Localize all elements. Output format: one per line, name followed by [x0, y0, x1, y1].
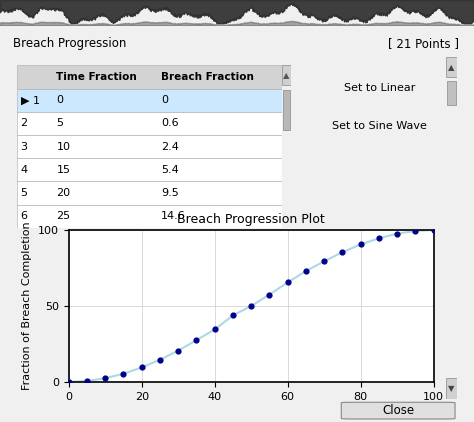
Text: Close: Close [382, 404, 414, 417]
Text: ▶ 1: ▶ 1 [20, 95, 39, 105]
Point [338, 249, 346, 256]
Text: [ 21 Points ]: [ 21 Points ] [388, 38, 459, 50]
Point [229, 312, 237, 319]
Point [320, 258, 328, 265]
Bar [447, 81, 456, 105]
Point [284, 279, 292, 286]
Text: ▼: ▼ [448, 384, 455, 393]
Point [101, 375, 109, 381]
Point [83, 378, 91, 384]
Text: 0.6: 0.6 [161, 119, 179, 128]
Text: 6: 6 [20, 211, 27, 221]
Text: Time Fraction: Time Fraction [56, 72, 137, 82]
Bar [282, 65, 291, 85]
Text: Set to Sine Wave: Set to Sine Wave [332, 121, 427, 131]
Text: 0: 0 [161, 95, 168, 105]
Bar [17, 181, 282, 205]
Text: Breach Progression: Breach Progression [13, 38, 126, 50]
Bar [17, 158, 282, 181]
Point [156, 356, 164, 363]
Y-axis label: Fraction of Breach Completion: Fraction of Breach Completion [22, 222, 32, 390]
Point [247, 303, 255, 309]
Text: 5: 5 [56, 119, 64, 128]
Title: Breach Progression Plot: Breach Progression Plot [177, 213, 325, 226]
Text: 2: 2 [20, 119, 27, 128]
Text: 15: 15 [56, 165, 71, 175]
Text: 5: 5 [20, 188, 27, 198]
Bar [446, 378, 457, 399]
Text: 5.4: 5.4 [161, 165, 179, 175]
Text: Set to Linear: Set to Linear [344, 83, 415, 93]
Text: Breach Fraction: Breach Fraction [161, 72, 254, 82]
Bar [17, 135, 282, 158]
Bar [17, 89, 282, 112]
Text: ▲: ▲ [448, 63, 455, 72]
Point [65, 379, 73, 385]
Text: 25: 25 [56, 211, 71, 221]
Bar [446, 57, 457, 78]
Point [265, 291, 273, 298]
Text: 9.5: 9.5 [161, 188, 179, 198]
Point [357, 241, 365, 248]
Point [430, 227, 438, 233]
Bar [17, 112, 282, 135]
Point [302, 268, 310, 274]
Bar [283, 90, 290, 130]
Point [119, 371, 127, 377]
Point [138, 364, 146, 371]
Point [375, 235, 383, 241]
Bar [17, 205, 282, 228]
Text: 20: 20 [56, 188, 71, 198]
Text: 0: 0 [56, 95, 64, 105]
Point [174, 347, 182, 354]
Text: 10: 10 [56, 142, 71, 151]
Text: 2.4: 2.4 [161, 142, 179, 151]
FancyBboxPatch shape [341, 402, 455, 419]
Text: 14.6: 14.6 [161, 211, 186, 221]
Text: ▲: ▲ [283, 70, 290, 80]
Point [192, 337, 200, 344]
Bar [17, 65, 282, 89]
Point [211, 326, 219, 333]
Point [393, 230, 401, 237]
Point [411, 227, 419, 234]
Text: 3: 3 [20, 142, 27, 151]
Text: 4: 4 [20, 165, 27, 175]
